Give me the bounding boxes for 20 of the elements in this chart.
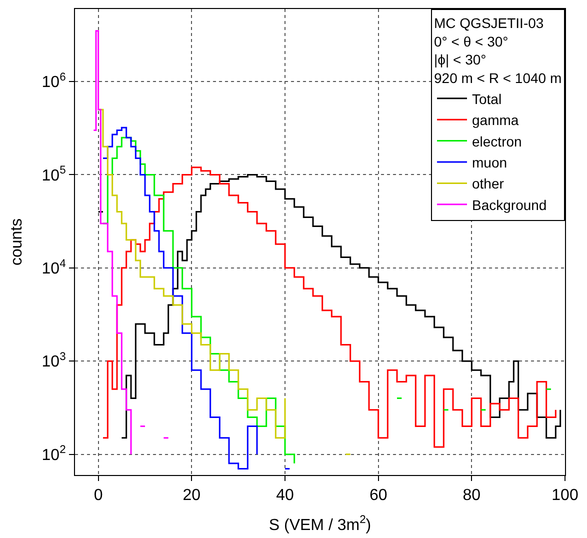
x-tick-label: 20 [182, 487, 201, 504]
x-tick-label: 100 [552, 487, 578, 504]
legend-label: gamma [472, 112, 519, 128]
x-tick-label: 0 [94, 487, 103, 504]
x-tick-label: 40 [276, 487, 294, 504]
x-tick-label: 80 [462, 487, 481, 504]
y-axis-title: counts [8, 218, 26, 266]
x-tick-label: 60 [369, 487, 388, 504]
legend-label: other [472, 176, 504, 192]
legend-label: electron [472, 133, 522, 150]
x-axis-title: S (VEM / 3m$^{2}$) [268, 514, 372, 534]
legend-label: muon [472, 154, 508, 170]
y-tick-label: 10$^{3}$ [42, 351, 66, 371]
legend-label: Total [472, 90, 502, 107]
legend-title: MC QGSJETII-03 0° < θ < 30° |ϕ| < 30° 920 m < R < 1040 m [434, 15, 562, 86]
y-tick-label: 10$^{2}$ [42, 444, 66, 464]
legend-label: Background [472, 196, 547, 213]
y-tick-label: 10$^{5}$ [42, 164, 66, 184]
y-tick-label: 10$^{4}$ [42, 258, 66, 278]
y-tick-label: 10$^{6}$ [42, 71, 66, 92]
